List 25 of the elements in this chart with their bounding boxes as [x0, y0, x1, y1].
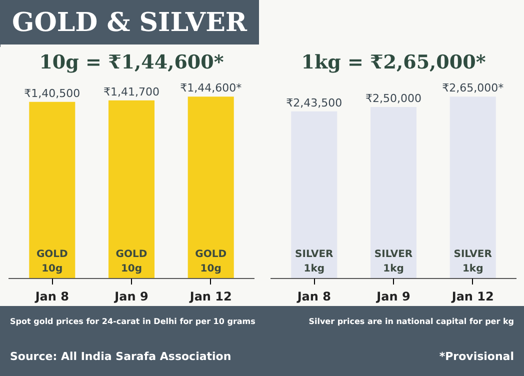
data-label: ₹1,40,500 — [24, 86, 80, 100]
chart-title: GOLD & SILVER — [0, 0, 259, 48]
x-tick-label: Jan 8 — [296, 290, 331, 304]
chart-subtitle: 1kg = ₹2,65,000* — [301, 52, 486, 74]
data-label: ₹1,41,700 — [104, 85, 160, 98]
data-label: ₹2,65,000* — [442, 82, 504, 95]
annotation: GOLD 10g — [195, 249, 227, 274]
data-label: ₹2,50,000 — [366, 92, 422, 105]
annotation: SILVER 1kg — [374, 249, 413, 274]
x-tick-label: Jan 8 — [34, 290, 69, 304]
x-tick-label: Jan 12 — [450, 290, 494, 304]
x-tick-label: Jan 9 — [114, 290, 148, 304]
annotation: SILVER 1kg — [295, 249, 334, 274]
text: *Provisional — [439, 349, 514, 365]
text: Spot gold prices for 24-carat in Delhi for per 10 grams — [10, 316, 256, 328]
x-tick-label: Jan 9 — [376, 290, 410, 304]
annotation: GOLD 10g — [36, 249, 68, 274]
data-label: ₹2,43,500 — [286, 96, 342, 110]
data-label: ₹1,44,600* — [180, 82, 242, 95]
text: Silver prices are in national capital for per kg — [308, 316, 514, 328]
annotation: SILVER 1kg — [454, 249, 492, 274]
annotation: GOLD 10g — [116, 249, 148, 274]
source-note: Source: All India Sarafa Association — [10, 349, 232, 365]
chart-subtitle: 10g = ₹1,44,600* — [39, 52, 224, 74]
x-tick-label: Jan 12 — [188, 290, 232, 304]
